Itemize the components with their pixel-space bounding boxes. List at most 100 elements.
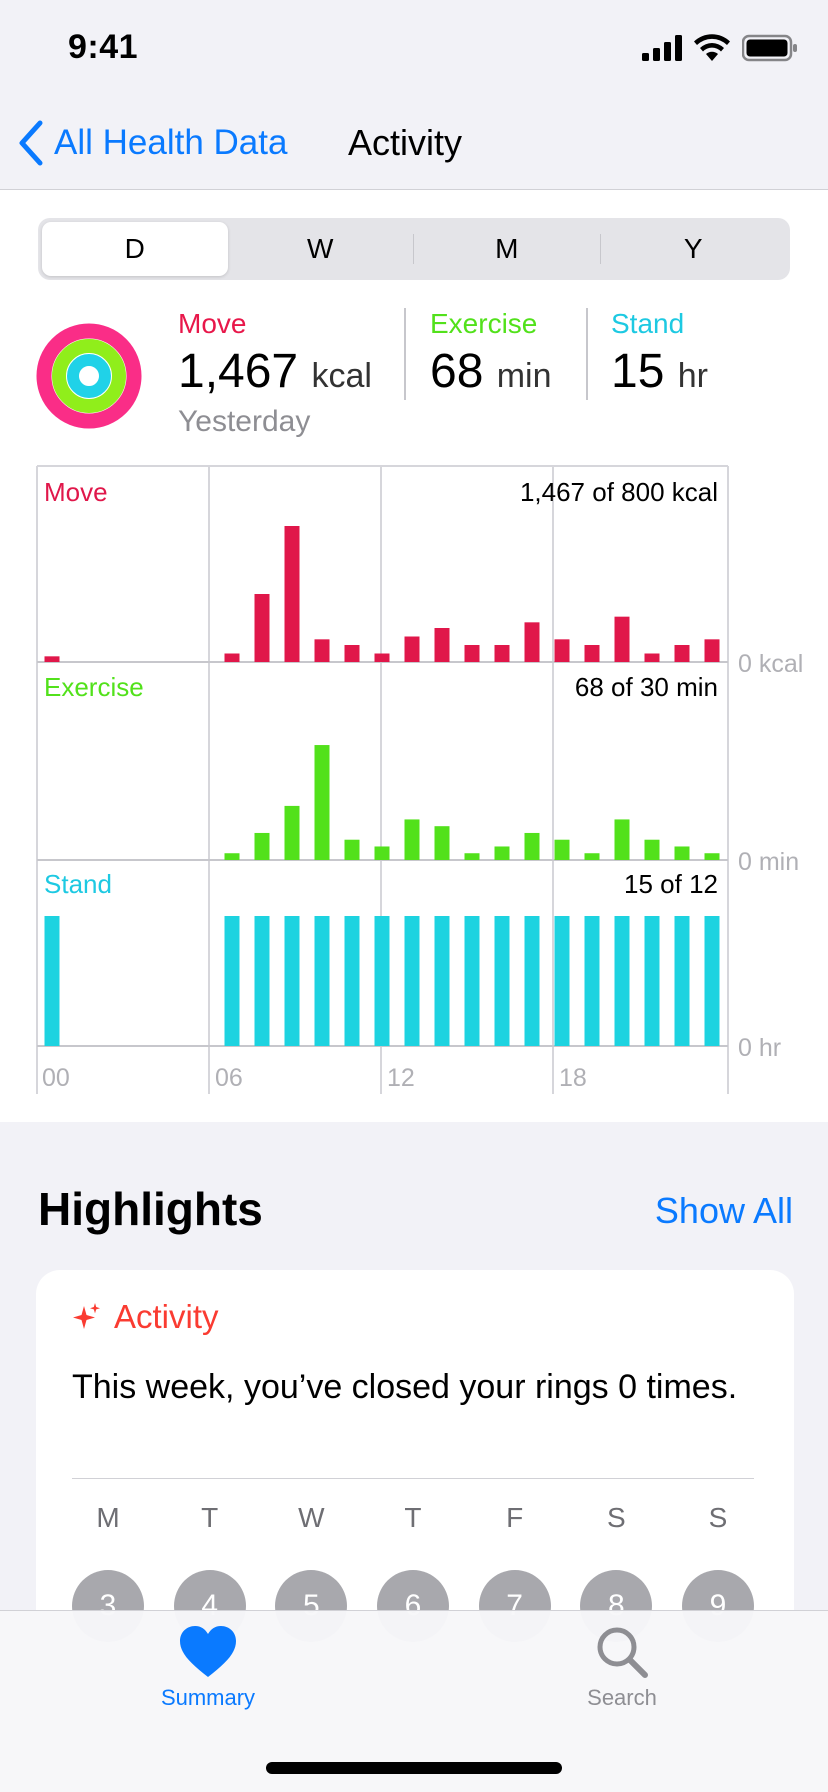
highlight-text: This week, you’ve closed your rings 0 ti… <box>72 1368 738 1406</box>
tab-summary[interactable]: Summary <box>138 1625 278 1711</box>
exercise-bar <box>224 853 240 860</box>
tab-search[interactable]: Search <box>552 1625 692 1711</box>
move-bar <box>344 645 360 662</box>
activity-rings-icon <box>36 323 142 429</box>
weekday-label: W <box>298 1502 325 1533</box>
stand-stat-value: 15 <box>611 345 665 398</box>
move-stat-value: 1,467 <box>178 345 299 398</box>
exercise-stat: Exercise 68 min <box>430 308 552 399</box>
move-bar <box>554 639 570 662</box>
exercise-bar <box>464 853 480 860</box>
activity-chart: Move Exercise Stand 1,467 of 800 kcal 68… <box>36 465 803 1094</box>
segment-month[interactable]: M <box>495 233 519 264</box>
move-bar <box>434 628 450 662</box>
move-chart-summary: 1,467 of 800 kcal <box>520 477 718 507</box>
stand-bar <box>524 916 540 1046</box>
magnifier-icon <box>597 1627 648 1678</box>
segment-week[interactable]: W <box>307 233 334 264</box>
page-title: Activity <box>348 122 463 163</box>
stat-divider <box>586 308 588 400</box>
x-tick-label: 06 <box>215 1064 243 1092</box>
exercise-chart-summary: 68 of 30 min <box>575 672 718 702</box>
exercise-bar <box>704 853 720 860</box>
highlight-header: Activity <box>72 1298 219 1336</box>
back-button-label: All Health Data <box>54 123 288 162</box>
exercise-bar <box>524 832 540 860</box>
back-button[interactable]: All Health Data <box>18 120 287 166</box>
stand-stat-label: Stand <box>611 308 685 339</box>
exercise-bar <box>344 839 360 860</box>
tab-summary-label: Summary <box>160 1685 256 1710</box>
move-bar <box>674 645 690 662</box>
exercise-stat-value: 68 <box>430 345 484 398</box>
x-tick-label: 18 <box>559 1064 587 1092</box>
stand-bar <box>254 916 270 1046</box>
move-chart-label: Move <box>44 477 108 507</box>
stand-bar <box>554 916 570 1046</box>
summary-date: Yesterday <box>178 405 311 438</box>
stand-stat: Stand 15 hr <box>611 308 708 399</box>
tab-bar: Summary Search <box>0 1610 828 1792</box>
segment-year[interactable]: Y <box>683 233 703 264</box>
chart-bars <box>44 526 720 1046</box>
stat-divider <box>404 308 406 400</box>
exercise-stat-unit: min <box>496 357 552 395</box>
exercise-bar <box>374 846 390 860</box>
weekday-label: M <box>96 1502 120 1533</box>
weekday-label: T <box>201 1502 219 1533</box>
exercise-bar <box>284 805 300 860</box>
heart-icon <box>180 1626 236 1677</box>
stand-axis-label: 0 hr <box>738 1034 781 1062</box>
stand-bar <box>644 916 660 1046</box>
stand-bar <box>44 916 60 1046</box>
move-axis-label: 0 kcal <box>738 650 803 678</box>
show-all-button[interactable]: Show All <box>654 1190 793 1231</box>
segment-day[interactable]: D <box>42 222 228 276</box>
move-bar <box>704 639 720 662</box>
stand-bar <box>464 916 480 1046</box>
status-time: 9:41 <box>68 28 139 66</box>
weekday-label: T <box>404 1502 422 1533</box>
move-stat: Move 1,467 kcal Yesterday <box>178 308 372 439</box>
x-tick-label: 12 <box>387 1064 415 1092</box>
stand-bar <box>224 916 240 1046</box>
home-indicator <box>266 1762 562 1774</box>
move-bar <box>404 636 420 662</box>
exercise-bar <box>434 826 450 860</box>
stand-bar <box>284 916 300 1046</box>
move-stat-value-row: 1,467 kcal <box>178 344 372 399</box>
weekday-label: S <box>708 1502 728 1533</box>
stand-bar <box>404 916 420 1046</box>
move-bar <box>524 622 540 662</box>
divider <box>72 1478 754 1479</box>
stand-bar <box>314 916 330 1046</box>
stand-bar <box>614 916 630 1046</box>
move-bar <box>224 653 240 662</box>
cellular-signal-icon <box>642 35 682 61</box>
move-stat-unit: kcal <box>311 357 372 395</box>
wifi-icon <box>694 34 730 61</box>
move-bar <box>494 645 510 662</box>
weekday-row: M T W T F S S <box>72 1502 754 1534</box>
stand-stat-unit: hr <box>677 357 708 395</box>
weekday-label: S <box>606 1502 626 1533</box>
status-icons <box>642 34 798 62</box>
move-bar <box>254 594 270 662</box>
status-bar: 9:41 <box>0 0 828 96</box>
move-stat-label: Move <box>178 308 247 339</box>
stand-bar <box>494 916 510 1046</box>
activity-card: D W M Y Move 1,467 kcal Yesterday Exerci… <box>0 190 828 1122</box>
stand-chart-label: Stand <box>44 869 112 899</box>
exercise-bar <box>254 832 270 860</box>
exercise-bar <box>404 819 420 860</box>
move-bar <box>644 653 660 662</box>
move-bar <box>314 639 330 662</box>
exercise-stat-label: Exercise <box>430 308 538 339</box>
exercise-stat-value-row: 68 min <box>430 344 552 399</box>
move-bar <box>464 645 480 662</box>
highlight-category: Activity <box>114 1298 219 1335</box>
exercise-bar <box>584 853 600 860</box>
weekday-label: F <box>506 1502 524 1533</box>
exercise-bar <box>614 819 630 860</box>
tab-search-label: Search <box>587 1685 657 1710</box>
